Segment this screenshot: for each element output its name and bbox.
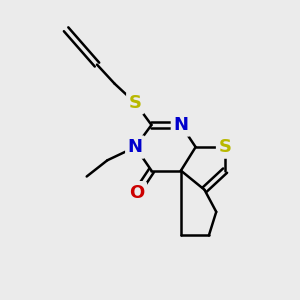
Text: S: S [129, 94, 142, 112]
Text: O: O [129, 184, 144, 202]
Text: N: N [173, 116, 188, 134]
Text: N: N [128, 138, 143, 156]
Text: S: S [219, 138, 232, 156]
